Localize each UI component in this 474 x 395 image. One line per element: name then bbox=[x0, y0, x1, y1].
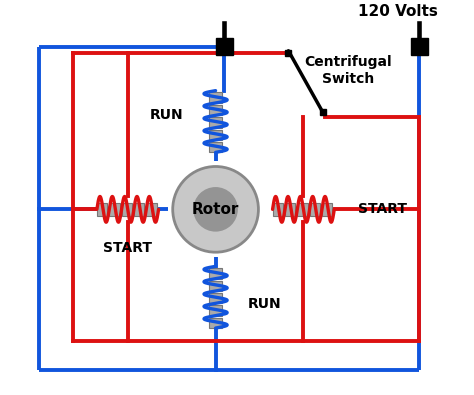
Text: RUN: RUN bbox=[150, 108, 183, 122]
Bar bbox=[297, 203, 308, 216]
Bar bbox=[109, 203, 120, 216]
Bar bbox=[216, 38, 233, 55]
Text: Centrifugal
Switch: Centrifugal Switch bbox=[305, 55, 392, 87]
Bar bbox=[210, 92, 222, 103]
Circle shape bbox=[173, 167, 258, 252]
Bar bbox=[97, 203, 108, 216]
Circle shape bbox=[193, 187, 238, 231]
Bar bbox=[210, 318, 222, 328]
Bar bbox=[210, 305, 222, 316]
Bar bbox=[410, 38, 428, 55]
Bar bbox=[285, 203, 295, 216]
Bar bbox=[134, 203, 145, 216]
Bar bbox=[273, 203, 283, 216]
Text: Rotor: Rotor bbox=[192, 202, 239, 217]
Bar bbox=[210, 293, 222, 303]
Bar bbox=[210, 130, 222, 140]
Bar bbox=[210, 105, 222, 115]
Bar bbox=[322, 203, 332, 216]
Bar bbox=[168, 161, 264, 257]
Bar bbox=[210, 142, 222, 152]
Text: START: START bbox=[358, 202, 407, 216]
Bar bbox=[210, 117, 222, 128]
Bar bbox=[121, 203, 132, 216]
Bar bbox=[319, 109, 326, 115]
Bar bbox=[146, 203, 157, 216]
Text: 120 Volts: 120 Volts bbox=[358, 4, 438, 19]
Text: RUN: RUN bbox=[248, 297, 282, 310]
Bar bbox=[210, 268, 222, 279]
Bar bbox=[285, 50, 292, 56]
Bar bbox=[210, 280, 222, 291]
Text: START: START bbox=[103, 241, 152, 256]
Bar bbox=[310, 203, 320, 216]
